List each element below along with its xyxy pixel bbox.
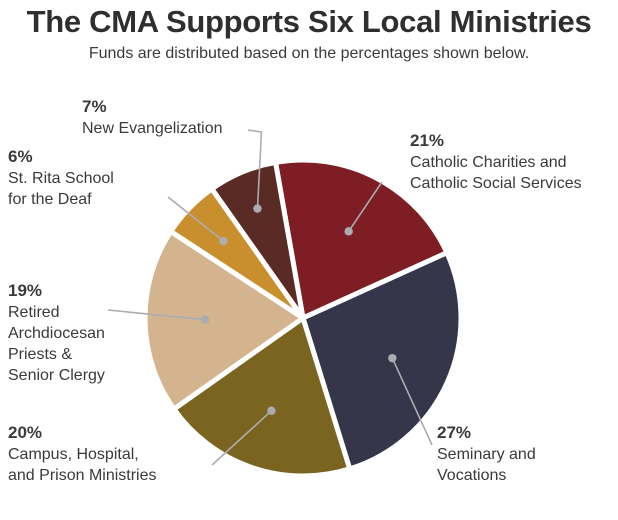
leader-line-catholic-charities (348, 181, 383, 232)
slice-name-line: Archdiocesan (8, 325, 105, 342)
leader-dot-campus-hospital-prison (267, 406, 276, 415)
slice-name-line: Seminary and (437, 446, 536, 463)
pie-slice-new-evangelization (209, 159, 306, 321)
leader-line-new-evangelization (247, 129, 263, 209)
slice-label-new-evangelization: 7% New Evangelization (82, 96, 223, 139)
slice-label-catholic-charities: 21% Catholic Charities and Catholic Social… (410, 130, 582, 194)
slice-name-line: New Evangelization (82, 120, 223, 137)
pie-slice-catholic-charities (273, 157, 450, 321)
pie-slice-retired-priests (142, 228, 306, 412)
leader-dot-st-rita (219, 236, 228, 246)
slice-name-line: Catholic Social Services (410, 175, 582, 192)
slice-percent: 21% (410, 131, 445, 150)
leader-line-seminary (391, 357, 433, 446)
slice-label-campus-hospital-prison: 20% Campus, Hospital, and Prison Ministrie… (8, 422, 157, 486)
slice-percent: 6% (8, 147, 33, 166)
leader-dot-catholic-charities (344, 227, 353, 236)
slice-label-st-rita: 6% St. Rita School for the Deaf (8, 146, 114, 210)
slice-name-line: Retired (8, 304, 60, 321)
leader-line-st-rita (167, 196, 224, 242)
leader-dot-retired-priests (200, 315, 210, 324)
pie-slice-campus-hospital-prison (171, 315, 353, 479)
slice-percent: 7% (82, 97, 107, 116)
slice-percent: 27% (437, 423, 472, 442)
chart-title: The CMA Supports Six Local Ministries (26, 4, 592, 39)
slice-percent: 20% (8, 423, 43, 442)
leader-dot-seminary (388, 353, 397, 363)
slice-name-line: Catholic Charities and (410, 154, 567, 171)
chart-subtitle: Funds are distributed based on the perce… (88, 45, 530, 62)
slice-name-line: and Prison Ministries (8, 467, 157, 484)
slice-label-retired-priests: 19% Retired Archdiocesan Priests & Senior Cl… (8, 280, 105, 386)
leader-line-campus-hospital-prison (211, 410, 272, 466)
pie-slices (142, 157, 464, 479)
slice-name-line: Campus, Hospital, (8, 446, 139, 463)
leader-dot-new-evangelization (253, 204, 262, 213)
slice-percent: 19% (8, 281, 43, 300)
pie-slice-seminary (300, 250, 464, 472)
leader-lines (107, 129, 433, 466)
slice-name-line: for the Deaf (8, 191, 92, 208)
slice-name-line: St. Rita School (8, 170, 114, 187)
leader-line-retired-priests (107, 309, 206, 321)
slice-name-line: Vocations (437, 467, 507, 484)
slice-label-seminary: 27% Seminary and Vocations (437, 422, 536, 486)
slice-name-line: Senior Clergy (8, 367, 105, 384)
slice-name-line: Priests & (8, 346, 73, 363)
